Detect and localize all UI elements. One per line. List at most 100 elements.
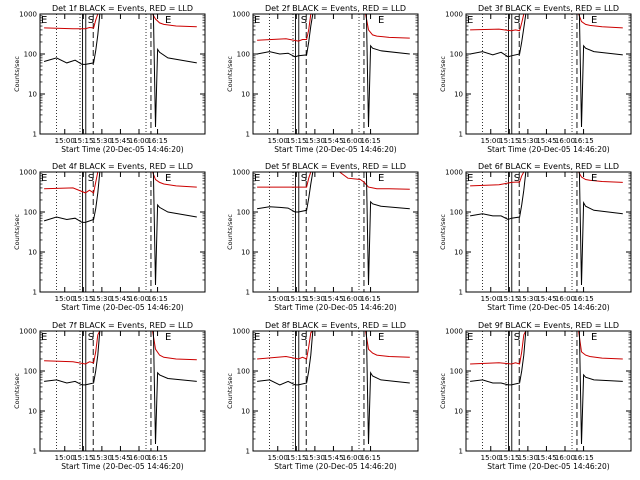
- x-tick-label: 15:30: [518, 137, 538, 145]
- y-tick-label: 10: [241, 249, 250, 257]
- lld-series-line: [257, 331, 410, 360]
- y-tick-label: 1000: [232, 11, 250, 19]
- marker-e-right: E: [378, 15, 384, 26]
- events-series-line: [470, 172, 623, 286]
- x-tick-label: 15:15: [499, 454, 519, 462]
- y-tick-label: 10: [241, 91, 250, 99]
- y-tick-label: 10: [454, 408, 463, 416]
- y-axis-label: Counts/sec: [226, 373, 234, 409]
- y-tick-label: 1000: [232, 328, 250, 336]
- chart-title: Det 6f BLACK = Events, RED = LLD: [478, 162, 619, 171]
- marker-s: S: [88, 173, 94, 184]
- x-tick-label: 15:45: [323, 137, 343, 145]
- marker-s: S: [88, 15, 94, 26]
- x-tick-label: 16:00: [129, 295, 149, 303]
- lld-series-line: [257, 172, 410, 190]
- y-tick-label: 10: [454, 249, 463, 257]
- x-tick-label: 15:45: [110, 137, 130, 145]
- y-axis-label: Counts/sec: [13, 214, 21, 250]
- x-tick-label: 15:15: [499, 137, 519, 145]
- x-axis-label: Start Time (20-Dec-05 14:46:20): [487, 145, 609, 154]
- marker-s: S: [88, 332, 94, 343]
- x-tick-label: 16:00: [129, 137, 149, 145]
- x-tick-label: 16:00: [555, 295, 575, 303]
- chart-panel-1: Det 1f BLACK = Events, RED = LLD 1 10 100 10…: [13, 4, 206, 154]
- x-tick-label: 16:15: [360, 454, 380, 462]
- y-axis-label: Counts/sec: [439, 373, 447, 409]
- plot-frame: [465, 330, 632, 452]
- marker-e-left: E: [254, 15, 260, 26]
- marker-e-left: E: [41, 332, 47, 343]
- y-axis-label: Counts/sec: [439, 214, 447, 250]
- events-series-line: [43, 14, 197, 128]
- marker-e-left: E: [467, 173, 473, 184]
- x-tick-label: 15:00: [268, 137, 288, 145]
- y-tick-label: 1: [246, 448, 250, 456]
- marker-e-right: E: [165, 332, 171, 343]
- plot-frame: [252, 13, 419, 135]
- marker-e-left: E: [41, 15, 47, 26]
- marker-s: S: [301, 173, 307, 184]
- x-tick-label: 15:15: [73, 295, 93, 303]
- plot-frame: [39, 171, 206, 293]
- x-tick-label: 15:30: [92, 295, 112, 303]
- marker-e-right: E: [165, 15, 171, 26]
- chart-title: Det 9f BLACK = Events, RED = LLD: [478, 321, 619, 330]
- marker-e-right: E: [165, 173, 171, 184]
- x-tick-label: 15:00: [268, 454, 288, 462]
- y-axis-label: Counts/sec: [226, 214, 234, 250]
- y-tick-label: 1000: [445, 11, 463, 19]
- events-series-line: [470, 14, 623, 128]
- y-tick-label: 10: [28, 91, 37, 99]
- chart-panel-7: Det 7f BLACK = Events, RED = LLD 1 10 100 10…: [13, 321, 206, 471]
- y-axis-label: Counts/sec: [13, 56, 21, 92]
- y-tick-label: 100: [237, 51, 250, 59]
- chart-title: Det 1f BLACK = Events, RED = LLD: [52, 4, 193, 13]
- y-tick-label: 1: [246, 131, 250, 139]
- x-tick-label: 15:30: [518, 295, 538, 303]
- marker-e-right: E: [378, 332, 384, 343]
- y-tick-label: 1: [33, 131, 37, 139]
- x-tick-label: 16:00: [129, 454, 149, 462]
- x-tick-label: 16:15: [573, 137, 593, 145]
- x-axis-label: Start Time (20-Dec-05 14:46:20): [274, 462, 396, 471]
- y-tick-label: 1: [459, 131, 463, 139]
- lld-series-line: [470, 172, 623, 187]
- chart-panel-3: Det 3f BLACK = Events, RED = LLD 1 10 100 10…: [439, 4, 632, 154]
- events-series-line: [470, 331, 623, 445]
- x-tick-label: 16:00: [342, 454, 362, 462]
- y-tick-label: 1000: [232, 169, 250, 177]
- y-tick-label: 100: [237, 209, 250, 217]
- y-tick-label: 100: [24, 368, 37, 376]
- lld-series-line: [470, 14, 623, 32]
- chart-title: Det 2f BLACK = Events, RED = LLD: [265, 4, 406, 13]
- x-tick-label: 15:45: [536, 454, 556, 462]
- x-axis-label: Start Time (20-Dec-05 14:46:20): [274, 145, 396, 154]
- x-tick-label: 15:15: [73, 137, 93, 145]
- x-tick-label: 15:00: [55, 454, 75, 462]
- chart-title: Det 5f BLACK = Events, RED = LLD: [265, 162, 406, 171]
- y-tick-label: 10: [28, 249, 37, 257]
- lld-series-line: [44, 172, 197, 194]
- events-series-line: [257, 14, 410, 128]
- x-tick-label: 15:15: [286, 137, 306, 145]
- events-series-line: [43, 172, 197, 286]
- x-tick-label: 15:45: [110, 295, 130, 303]
- x-tick-label: 16:00: [342, 137, 362, 145]
- chart-title: Det 3f BLACK = Events, RED = LLD: [478, 4, 619, 13]
- y-tick-label: 100: [24, 51, 37, 59]
- events-series-line: [257, 331, 410, 445]
- x-axis-label: Start Time (20-Dec-05 14:46:20): [61, 462, 183, 471]
- lld-series-line: [257, 14, 410, 42]
- x-tick-label: 15:00: [481, 295, 501, 303]
- events-series-line: [44, 331, 197, 445]
- x-tick-label: 15:30: [305, 137, 325, 145]
- marker-s: S: [514, 15, 520, 26]
- y-tick-label: 1: [246, 289, 250, 297]
- chart-panel-5: Det 5f BLACK = Events, RED = LLD 1 10 100 10…: [226, 162, 419, 312]
- marker-s: S: [514, 332, 520, 343]
- plot-frame: [39, 330, 206, 452]
- x-axis-label: Start Time (20-Dec-05 14:46:20): [487, 462, 609, 471]
- y-tick-label: 1000: [445, 328, 463, 336]
